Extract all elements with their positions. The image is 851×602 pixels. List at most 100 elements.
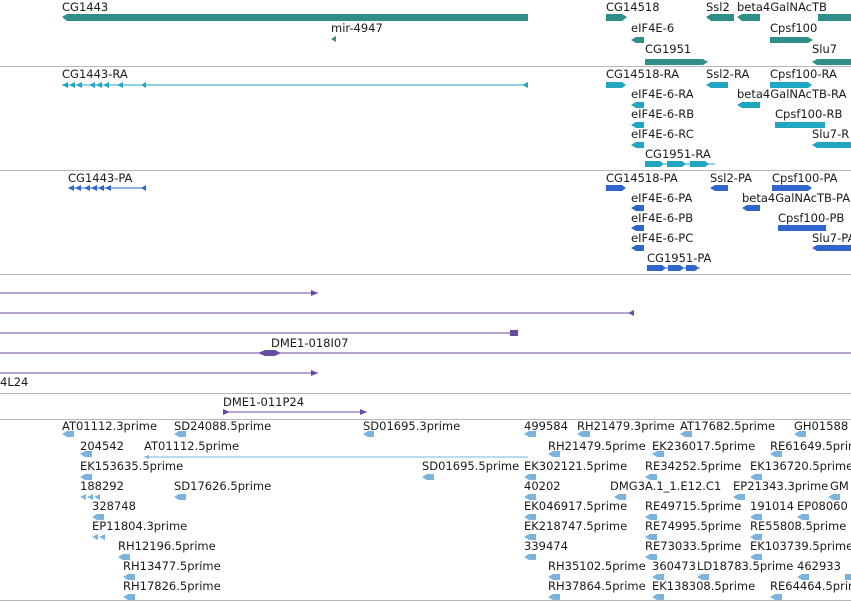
clone-track [0,290,851,376]
est-label[interactable]: 204542 [80,439,124,453]
gene-bar-cg1951[interactable] [645,59,708,65]
est-label[interactable]: 188292 [80,479,124,493]
transcript-label-eif4e-6-rb[interactable]: eIF4E-6-RB [631,107,695,121]
est-label[interactable]: SD01695.3prime [363,419,461,433]
est-label[interactable]: GM [830,479,849,493]
clone-label-dme1-011p24[interactable]: DME1-011P24 [223,395,305,409]
est-label[interactable]: SD01695.5prime [422,459,520,473]
est-label[interactable]: EP08060 [797,499,848,513]
gene-bar-beta4galnactb[interactable] [737,14,760,21]
clone-label-dme1-018i07[interactable]: DME1-018I07 [271,336,349,350]
protein-label-cg14518-pa[interactable]: CG14518-PA [606,171,678,185]
track-separator [0,170,851,171]
track-separator [0,274,851,275]
protein-label-ssl2-pa[interactable]: Ssl2-PA [710,171,753,185]
est-label[interactable]: EK236017.5prime [652,439,756,453]
est-label[interactable]: EK302121.5prime [524,459,628,473]
est-track [62,431,851,600]
est-label[interactable]: RH17826.5prime [123,579,221,593]
transcript-label-cpsf100-ra[interactable]: Cpsf100-RA [770,67,837,81]
protein-label-cpsf100-pb[interactable]: Cpsf100-PB [778,211,845,225]
protein-track [68,185,851,271]
gene-bar-eif4e-6[interactable] [631,37,644,43]
gene-label-cpsf100[interactable]: Cpsf100 [770,21,818,35]
est-label[interactable]: RE34252.5prime [645,459,742,473]
gene-bar-slu7[interactable] [812,59,851,65]
est-label[interactable]: RE73033.5prime [645,539,742,553]
gene-bar-slu7-top[interactable] [818,14,851,21]
protein-label-beta4galnactb-pa[interactable]: beta4GalNAcTB-PA [742,191,851,205]
est-label[interactable]: RH12196.5prime [118,539,216,553]
est-label[interactable]: 191014 [750,499,794,513]
est-label[interactable]: 40202 [524,479,561,493]
transcript-label-slu7-r[interactable]: Slu7-R [812,127,850,141]
est-label[interactable]: EP21343.3prime [733,479,829,493]
est-label[interactable]: RE61649.5prime [770,439,851,453]
est-label[interactable]: EK218747.5prime [524,519,628,533]
est-label[interactable]: EK136720.5prime [750,459,851,473]
transcript-label-cg1443-ra[interactable]: CG1443-RA [62,67,128,81]
gene-label-ssl2[interactable]: Ssl2 [706,0,730,14]
gene-label-eif4e-6[interactable]: eIF4E-6 [631,21,675,35]
gene-bar-ssl2[interactable] [706,14,734,21]
est-label[interactable]: RE55808.5prime [750,519,847,533]
track-separator [0,600,851,601]
est-label[interactable]: 328748 [92,499,136,513]
est-label[interactable]: 339474 [524,539,568,553]
gene-bar-cg1443[interactable] [62,14,528,21]
est-label[interactable]: 360473 [652,559,696,573]
gene-label-mir-4947[interactable]: mir-4947 [331,21,383,35]
est-label[interactable]: SD24088.5prime [174,419,272,433]
gene-label-cg1443[interactable]: CG1443 [62,0,109,14]
est-label[interactable]: AT01112.5prime [144,439,240,453]
clone-label-4l24[interactable]: 4L24 [0,375,29,389]
protein-label-cpsf100-pa[interactable]: Cpsf100-PA [772,171,838,185]
gene-bar-mir-4947[interactable] [331,36,336,42]
transcript-track [62,82,851,167]
est-label[interactable]: AT01112.3prime [62,419,158,433]
protein-label-eif4e-6-pc[interactable]: eIF4E-6-PC [631,231,694,245]
est-label[interactable]: RE64464.5prime [770,579,851,593]
est-label[interactable]: EK153635.5prime [80,459,184,473]
transcript-label-eif4e-6-ra[interactable]: eIF4E-6-RA [631,87,694,101]
track-separator [0,66,851,67]
transcript-label-cg14518-ra[interactable]: CG14518-RA [606,67,680,81]
protein-label-eif4e-6-pb[interactable]: eIF4E-6-PB [631,211,694,225]
transcript-label-eif4e-6-rc[interactable]: eIF4E-6-RC [631,127,694,141]
est-label[interactable]: RH21479.5prime [548,439,646,453]
est-label[interactable]: RH37864.5prime [548,579,646,593]
est-label[interactable]: AT17682.5prime [680,419,776,433]
gene-label-cg1951[interactable]: CG1951 [645,42,692,56]
protein-label-cg1951-pa[interactable]: CG1951-PA [647,251,712,265]
gene-label-slu7[interactable]: Slu7 [812,42,838,56]
est-label[interactable]: GH01588 [794,419,849,433]
protein-label-eif4e-6-pa[interactable]: eIF4E-6-PA [631,191,693,205]
protein-label-cg1443-pa[interactable]: CG1443-PA [68,171,133,185]
est-label[interactable]: RH21479.3prime [577,419,675,433]
est-label[interactable]: SD17626.5prime [174,479,272,493]
transcript-label-ssl2-ra[interactable]: Ssl2-RA [706,67,750,81]
track-separator [0,393,851,394]
gene-bar-cg14518[interactable] [606,14,627,21]
transcript-label-cg1951-ra[interactable]: CG1951-RA [645,147,711,161]
gene-bar-cpsf100[interactable] [770,37,813,43]
est-label[interactable]: DMG3A.1_1.E12.C1 [610,479,722,493]
est-label[interactable]: RH35102.5prime [548,559,646,573]
protein-label-slu7-pa[interactable]: Slu7-PA [812,231,851,245]
est-label[interactable]: RH13477.5prime [123,559,221,573]
gene-label-cg14518[interactable]: CG14518 [606,0,660,14]
est-label[interactable]: RE74995.5prime [645,519,742,533]
est-label[interactable]: 462933 [797,559,841,573]
transcript-label-beta4galnactb-ra[interactable]: beta4GalNAcTB-RA [737,87,847,101]
transcript-label-cpsf100-rb[interactable]: Cpsf100-RB [775,107,843,121]
est-label[interactable]: EK046917.5prime [524,499,628,513]
est-label[interactable]: EK138308.5prime [652,579,756,593]
est-label[interactable]: EP11804.3prime [92,519,188,533]
est-label[interactable]: 499584 [524,419,568,433]
est-label[interactable]: LD18783.5prime [697,559,794,573]
est-label[interactable]: EK103739.5prime [750,539,851,553]
gene-label-beta4galnactb[interactable]: beta4GalNAcTB [737,0,827,14]
est-label[interactable]: RE49715.5prime [645,499,742,513]
